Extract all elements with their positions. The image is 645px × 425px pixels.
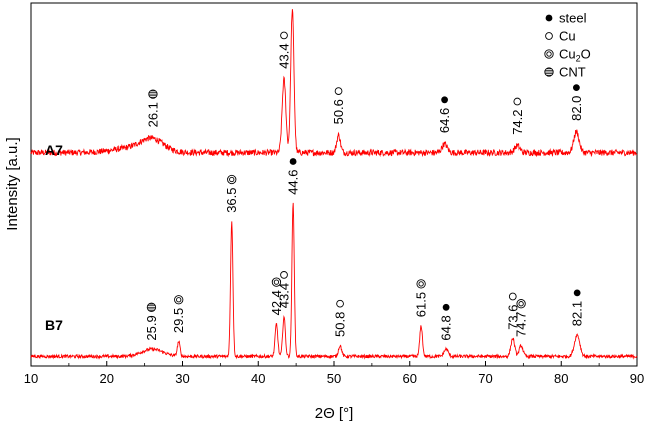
peak-label-b7-7: 61.5 [414, 292, 429, 317]
series-label-a7: A7 [45, 142, 63, 158]
x-tick-label: 80 [554, 371, 568, 386]
peak-annotations: 26.143.444.550.664.674.282.025.929.536.5… [144, 31, 585, 341]
peak-label-b7-9: 73.6 [505, 304, 520, 329]
traces [30, 9, 638, 360]
legend-marker-1 [545, 32, 553, 40]
peak-marker-b7-1 [174, 295, 184, 305]
peak-marker-a7-6 [573, 84, 580, 92]
y-axis-label: Intensity [a.u.] [4, 137, 21, 230]
x-axis-label: 2Θ [°] [315, 405, 354, 422]
peak-label-b7-11: 82.1 [570, 301, 585, 326]
peak-marker-a7-0 [148, 89, 158, 99]
peak-marker-b7-2 [227, 174, 237, 185]
x-tick-label: 10 [24, 371, 38, 386]
peak-marker-b7-0 [146, 302, 157, 312]
peak-label-b7-0: 25.9 [144, 315, 159, 340]
legend-label-0: steel [559, 11, 587, 26]
x-tick-label: 40 [251, 371, 265, 386]
peak-label-b7-4: 43.4 [277, 283, 292, 308]
x-tick-label: 50 [327, 371, 341, 386]
peak-label-a7-0: 26.1 [146, 102, 161, 127]
peak-label-b7-5: 44.6 [286, 169, 301, 194]
peak-label-a7-4: 64.6 [437, 108, 452, 133]
peak-marker-a7-5 [513, 97, 522, 106]
x-tick-label: 90 [630, 371, 644, 386]
legend-marker-3 [544, 67, 554, 77]
x-tick-label: 20 [100, 371, 114, 386]
peak-marker-b7-8 [442, 303, 450, 311]
legend-label-1: Cu [559, 29, 576, 44]
trace-a7 [30, 9, 638, 158]
peak-marker-b7-5 [289, 158, 297, 165]
legend-marker-2 [544, 49, 554, 59]
peak-label-b7-3: 42.4 [269, 290, 284, 315]
x-axis: 10 20 30 40 50 60 70 80 90 [24, 361, 644, 386]
peak-label-b7-6: 50.8 [333, 312, 348, 337]
peak-label-b7-2: 36.5 [224, 187, 239, 212]
peak-marker-a7-1 [280, 31, 288, 40]
peak-label-a7-1: 43.4 [277, 43, 292, 68]
trace-b7 [30, 202, 638, 360]
peak-marker-b7-7 [416, 279, 426, 289]
peak-label-a7-3: 50.6 [331, 99, 346, 124]
legend-marker-0 [545, 14, 553, 22]
peak-marker-b7-6 [336, 299, 344, 308]
peak-label-a7-5: 74.2 [510, 109, 525, 134]
peak-label-a7-6: 82.0 [569, 96, 584, 121]
x-tick-label: 30 [175, 371, 189, 386]
peak-marker-b7-11 [573, 289, 581, 297]
series-labels: A7 B7 [45, 142, 63, 333]
peak-label-b7-10: 74.7 [514, 312, 529, 337]
peak-marker-a7-4 [441, 96, 448, 104]
x-tick-label: 60 [403, 371, 417, 386]
series-label-b7: B7 [45, 317, 63, 333]
legend-label-2: Cu2O [559, 47, 591, 64]
peak-marker-b7-3 [271, 277, 282, 287]
legend-label-3: CNT [559, 65, 586, 80]
peak-label-b7-8: 64.8 [439, 315, 454, 340]
peak-marker-b7-4 [280, 271, 288, 279]
peak-marker-b7-10 [516, 299, 526, 309]
peak-marker-b7-9 [508, 292, 517, 301]
x-tick-label: 70 [478, 371, 492, 386]
peak-marker-a7-3 [334, 87, 343, 95]
peak-label-b7-1: 29.5 [171, 308, 186, 333]
